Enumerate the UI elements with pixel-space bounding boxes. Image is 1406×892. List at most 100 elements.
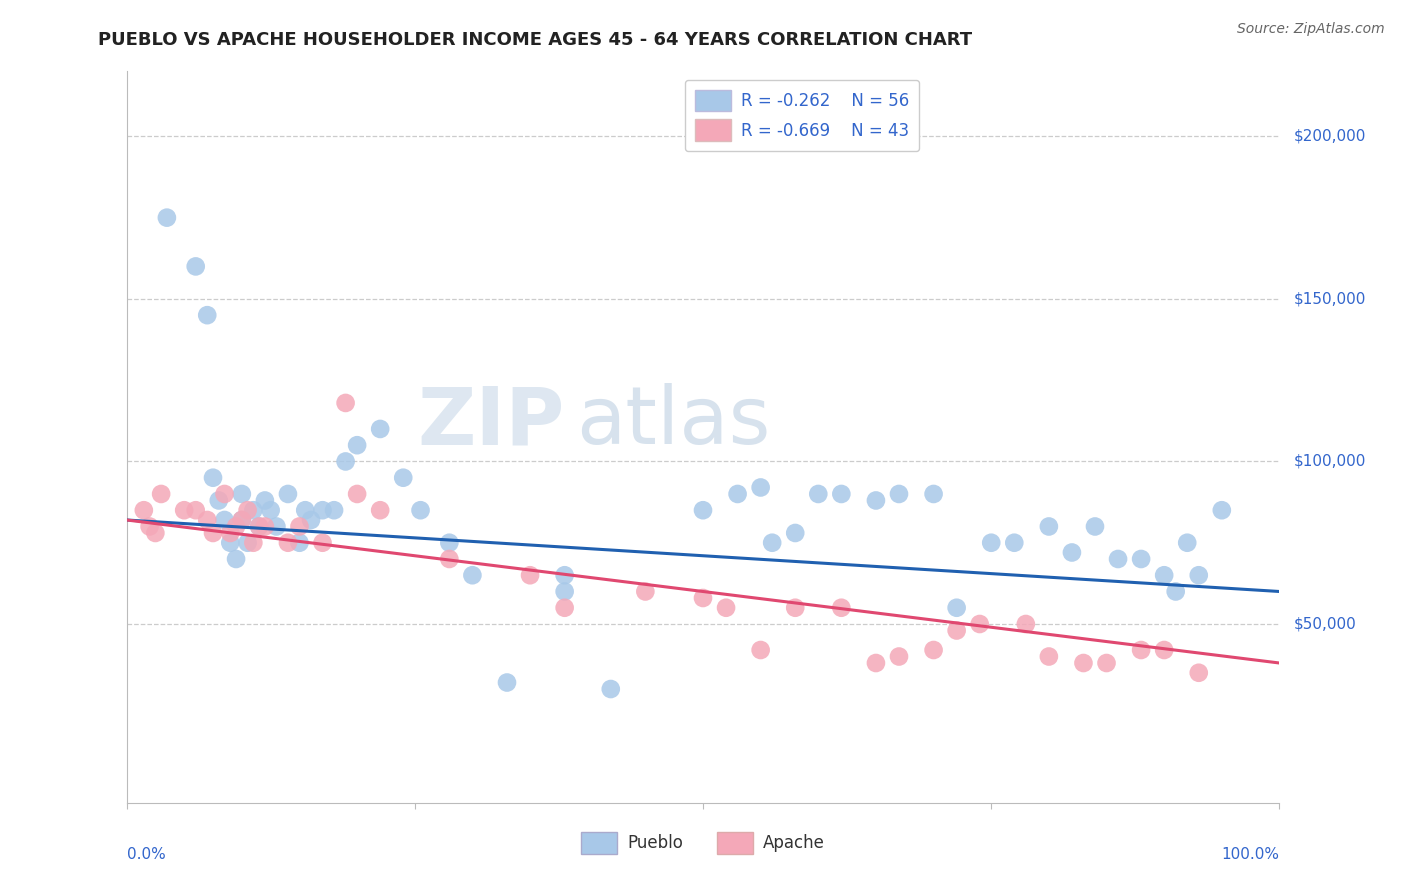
Point xyxy=(749,643,772,657)
Point xyxy=(195,513,218,527)
Point xyxy=(1060,545,1083,559)
Point xyxy=(288,519,311,533)
Point xyxy=(865,656,887,670)
Point xyxy=(554,600,576,615)
Point xyxy=(288,535,311,549)
Point xyxy=(1164,584,1187,599)
Point xyxy=(1153,643,1175,657)
Point xyxy=(236,535,259,549)
Point xyxy=(634,584,657,599)
Point xyxy=(195,308,218,322)
Point xyxy=(335,396,357,410)
Point xyxy=(311,535,333,549)
Point xyxy=(1095,656,1118,670)
Point xyxy=(830,600,852,615)
Point xyxy=(1211,503,1233,517)
Text: ZIP: ZIP xyxy=(418,384,565,461)
Point xyxy=(599,681,621,696)
Point xyxy=(922,643,945,657)
Point xyxy=(922,487,945,501)
Text: $200,000: $200,000 xyxy=(1294,128,1365,144)
Point xyxy=(266,519,288,533)
Text: PUEBLO VS APACHE HOUSEHOLDER INCOME AGES 45 - 64 YEARS CORRELATION CHART: PUEBLO VS APACHE HOUSEHOLDER INCOME AGES… xyxy=(98,31,973,49)
Point xyxy=(231,513,253,527)
Point xyxy=(1130,552,1153,566)
Point xyxy=(184,503,207,517)
Text: 100.0%: 100.0% xyxy=(1222,847,1279,862)
Text: 0.0%: 0.0% xyxy=(127,847,166,862)
Point xyxy=(1130,643,1153,657)
Point xyxy=(1188,665,1211,680)
Point xyxy=(346,438,368,452)
Point xyxy=(519,568,541,582)
Point xyxy=(138,519,160,533)
Point xyxy=(208,493,231,508)
Point xyxy=(1153,568,1175,582)
Point xyxy=(1073,656,1095,670)
Point xyxy=(236,503,259,517)
Point xyxy=(865,493,887,508)
Text: $50,000: $50,000 xyxy=(1294,616,1355,632)
Point xyxy=(132,503,155,517)
Point xyxy=(299,513,322,527)
Point xyxy=(749,480,772,494)
Point xyxy=(253,519,276,533)
Point xyxy=(202,526,225,541)
Point xyxy=(277,487,299,501)
Point xyxy=(214,487,236,501)
Point xyxy=(727,487,749,501)
Point xyxy=(945,600,967,615)
Text: atlas: atlas xyxy=(576,384,770,461)
Point xyxy=(346,487,368,501)
Point xyxy=(214,513,236,527)
Point xyxy=(1175,535,1198,549)
Point xyxy=(253,493,276,508)
Point xyxy=(156,211,179,225)
Point xyxy=(496,675,519,690)
Text: Source: ZipAtlas.com: Source: ZipAtlas.com xyxy=(1237,22,1385,37)
Point xyxy=(554,584,576,599)
Point xyxy=(761,535,783,549)
Point xyxy=(225,552,247,566)
Point xyxy=(439,535,461,549)
Point xyxy=(1188,568,1211,582)
Point xyxy=(980,535,1002,549)
Point xyxy=(785,600,807,615)
Point xyxy=(714,600,737,615)
Point xyxy=(692,591,714,605)
Point xyxy=(807,487,830,501)
Point xyxy=(294,503,316,517)
Point xyxy=(323,503,346,517)
Point xyxy=(335,454,357,468)
Point xyxy=(202,471,225,485)
Point xyxy=(259,503,281,517)
Point xyxy=(1038,519,1060,533)
Point xyxy=(145,526,166,541)
Point xyxy=(368,422,391,436)
Legend: Pueblo, Apache: Pueblo, Apache xyxy=(574,826,832,860)
Point xyxy=(1002,535,1025,549)
Point xyxy=(439,552,461,566)
Point xyxy=(242,503,264,517)
Text: $100,000: $100,000 xyxy=(1294,454,1365,469)
Point xyxy=(409,503,432,517)
Point xyxy=(231,513,253,527)
Point xyxy=(247,519,270,533)
Point xyxy=(969,617,991,632)
Point xyxy=(887,487,910,501)
Point xyxy=(785,526,807,541)
Point xyxy=(225,519,247,533)
Point xyxy=(173,503,195,517)
Point xyxy=(231,487,253,501)
Point xyxy=(311,503,333,517)
Point xyxy=(392,471,415,485)
Point xyxy=(277,535,299,549)
Point xyxy=(184,260,207,274)
Text: $150,000: $150,000 xyxy=(1294,292,1365,307)
Point xyxy=(1038,649,1060,664)
Point xyxy=(1107,552,1129,566)
Point xyxy=(1015,617,1038,632)
Point xyxy=(1084,519,1107,533)
Point xyxy=(219,535,242,549)
Point xyxy=(219,526,242,541)
